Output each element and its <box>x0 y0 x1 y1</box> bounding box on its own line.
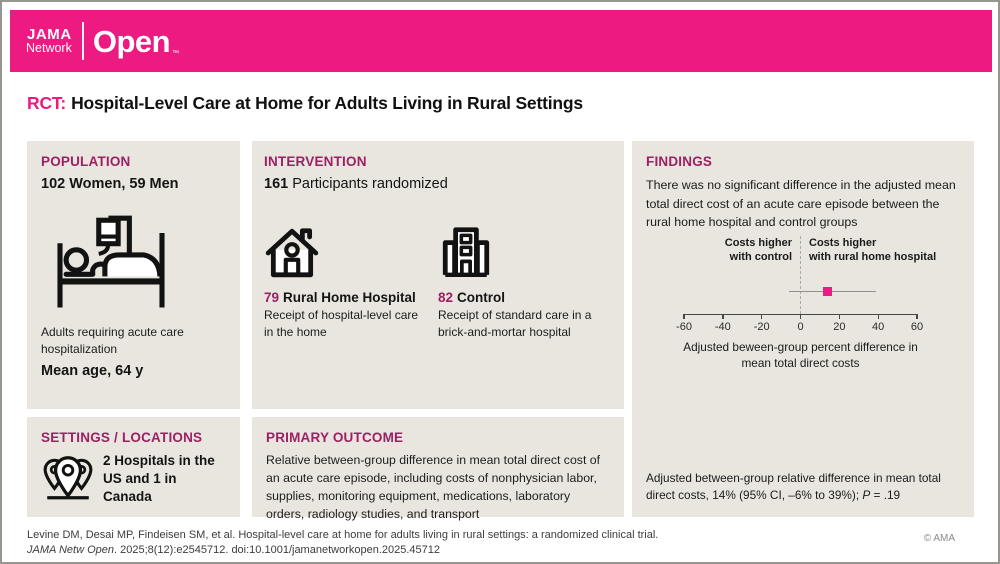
x-tick-label: 40 <box>872 321 885 333</box>
rural-home-hospital-label: 79 Rural Home Hospital <box>264 290 438 305</box>
x-tick-label: 60 <box>910 321 924 333</box>
study-title: Hospital-Level Care at Home for Adults L… <box>71 93 583 113</box>
control-description: Receipt of standard care in a brick-and-… <box>438 308 592 340</box>
hospital-building-icon <box>438 224 612 280</box>
rural-home-hospital-n: 79 <box>264 290 280 305</box>
primary-outcome-text: Relative between-group difference in mea… <box>266 453 601 521</box>
jama-banner: JAMA Network Open ™ <box>10 10 992 72</box>
x-tick-label: -60 <box>676 321 692 333</box>
findings-note-text: Adjusted between-group relative differen… <box>646 470 941 502</box>
forest-plot: Costs higher with control Costs higher w… <box>676 236 936 370</box>
rural-home-hospital-group: 79 Rural Home Hospital Receipt of hospita… <box>264 224 438 341</box>
x-axis-ticks: -60 -40 -20 0 20 40 60 <box>676 236 923 366</box>
findings-note: Adjusted between-group relative differen… <box>646 470 962 504</box>
page-title: RCT: Hospital-Level Care at Home for Adul… <box>27 93 583 114</box>
randomized-count-label: Participants randomized <box>292 176 448 192</box>
point-estimate-marker <box>823 287 833 296</box>
x-tick-mark <box>683 314 685 319</box>
zero-reference-line <box>800 236 801 314</box>
findings-panel: FINDINGS There was no significant differ… <box>632 141 974 517</box>
study-type-label: RCT: <box>27 93 67 113</box>
randomized-count-line: 161 Participants randomized <box>264 176 612 192</box>
hospital-bed-icon <box>47 208 226 310</box>
population-heading: POPULATION <box>41 154 131 169</box>
map-pins-icon <box>41 454 95 502</box>
intervention-heading: INTERVENTION <box>264 154 367 169</box>
control-label: 82 Control <box>438 290 612 305</box>
x-tick-mark <box>722 314 724 319</box>
x-tick-mark <box>877 314 879 319</box>
ci-line <box>788 291 877 292</box>
settings-text: 2 Hospitals in the US and 1 in Canada <box>103 453 215 505</box>
citation-journal: JAMA Netw Open <box>27 543 115 556</box>
population-description: Adults requiring acute care hospitalizat… <box>41 325 184 357</box>
home-icon <box>264 224 438 280</box>
citation-details: . 2025;8(12):e2545712. doi:10.1001/jaman… <box>114 543 440 556</box>
rural-home-hospital-description: Receipt of hospital-level care in the ho… <box>264 308 419 340</box>
control-n: 82 <box>438 290 454 305</box>
x-tick-mark <box>761 314 763 319</box>
population-cohort: 102 Women, 59 Men <box>41 176 179 192</box>
costs-higher-control-label: Costs higher with control <box>724 237 792 264</box>
x-tick-mark <box>799 314 802 319</box>
findings-summary: There was no significant difference in t… <box>646 178 956 230</box>
x-tick-mark <box>838 314 841 319</box>
x-tick-label: 0 <box>797 321 804 333</box>
intervention-panel: INTERVENTION 161 Participants randomized … <box>252 141 624 409</box>
findings-note-p: P <box>862 487 871 502</box>
settings-row: 2 Hospitals in the US and 1 in Canada <box>41 452 226 507</box>
logo-jama-text: JAMA <box>26 25 72 43</box>
control-name: Control <box>457 290 506 305</box>
citation: Levine DM, Desai MP, Findeisen SM, et al… <box>27 528 658 558</box>
rural-home-hospital-name: Rural Home Hospital <box>283 290 416 305</box>
x-axis-label: Adjusted beween-group percent difference… <box>683 340 918 371</box>
jama-network-logo: JAMA Network <box>26 27 72 55</box>
logo-network-text: Network <box>26 41 72 56</box>
x-tick-label: -20 <box>753 321 770 333</box>
copyright-notice: © AMA <box>923 533 955 544</box>
x-tick-label: -40 <box>714 321 731 333</box>
x-tick-label: 20 <box>833 321 846 333</box>
randomized-count: 161 <box>264 176 289 192</box>
primary-outcome-heading: PRIMARY OUTCOME <box>266 430 404 445</box>
x-tick-mark <box>916 314 918 319</box>
trademark-symbol: ™ <box>172 50 180 57</box>
settings-panel: SETTINGS / LOCATIONS 2 Hospitals in the … <box>27 417 240 517</box>
settings-heading: SETTINGS / LOCATIONS <box>41 430 203 445</box>
population-mean-age: Mean age, 64 y <box>41 363 144 380</box>
citation-line2: JAMA Netw Open. 2025;8(12):e2545712. doi… <box>27 543 658 558</box>
logo-divider <box>81 22 84 60</box>
control-group: 82 Control Receipt of standard care in a … <box>438 224 612 341</box>
findings-note-p-value: = .19 <box>870 487 901 502</box>
intervention-groups: 79 Rural Home Hospital Receipt of hospita… <box>264 224 612 341</box>
citation-line1: Levine DM, Desai MP, Findeisen SM, et al… <box>27 529 659 541</box>
population-panel: POPULATION 102 Women, 59 Men Adults requ… <box>27 141 240 409</box>
primary-outcome-panel: PRIMARY OUTCOME Relative between-group d… <box>252 417 624 521</box>
findings-heading: FINDINGS <box>646 154 713 169</box>
costs-higher-home-hospital-label: Costs higher with rural home hospital <box>809 237 937 264</box>
logo-open-text: Open <box>92 23 171 59</box>
